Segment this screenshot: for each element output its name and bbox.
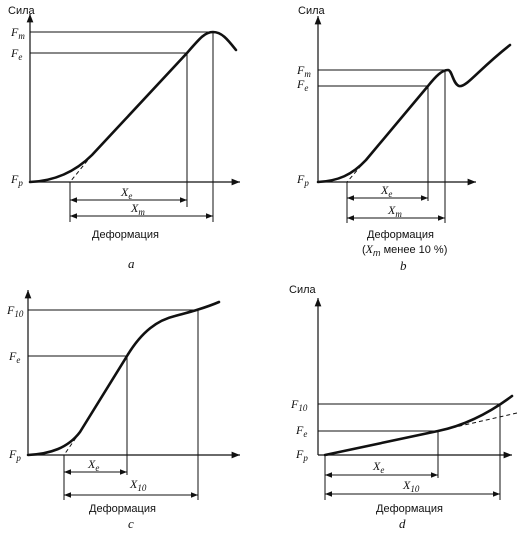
panel-b-note: (Xm менее 10 %) [362,242,447,258]
panel-c-x10-label: X10 [129,477,147,493]
panel-d-xe-label: Xe [372,459,384,475]
panel-d-x10-label: X10 [402,478,420,494]
panel-c: F10 Fe Fp Xe X10 Деформация c [6,290,240,531]
panel-c-xe-label: Xe [87,457,99,473]
panel-a-extrapolation [69,154,93,183]
panel-b-fm-label: Fm [296,63,311,79]
panel-a-xe-label: Xe [120,185,132,201]
panel-a: Сила Fm Fe Fp Xe Xm Деформация a [8,5,240,271]
panel-a-fp-label: Fp [10,172,23,188]
panel-d-fp-label: Fp [295,447,308,463]
panel-c-fe-label: Fe [8,349,20,365]
panel-d-y-axis-label: Сила [289,284,317,296]
panel-d-fe-label: Fe [295,423,307,439]
panel-c-f10-label: F10 [6,303,24,319]
panel-a-fm-label: Fm [10,25,25,41]
panel-d: Сила F10 Fe Fp Xe X10 Деформация d [289,284,518,531]
panel-a-curve [28,30,238,184]
panel-a-x-axis-label: Деформация [92,229,159,241]
panel-b-xe-label: Xe [380,183,392,199]
panel-d-curve [323,394,514,457]
panel-b-xm-label: Xm [387,203,402,219]
panel-b-curve [316,43,512,184]
panel-d-x-axis-label: Деформация [376,503,443,515]
panel-d-f10-label: F10 [290,397,308,413]
panel-b-fp-label: Fp [296,172,309,188]
panel-a-fe-label: Fe [10,46,22,62]
panel-c-curve [26,300,221,457]
panel-b-x-axis-label: Деформация [367,229,434,241]
panel-a-caption: a [128,256,135,271]
panel-c-extrapolation [63,431,81,456]
panel-c-x-axis-label: Деформация [89,503,156,515]
panel-c-caption: c [128,516,134,531]
panel-d-caption: d [399,516,406,531]
panel-c-fp-label: Fp [8,447,21,463]
panel-b-caption: b [400,258,407,273]
panel-a-y-axis-label: Сила [8,5,36,17]
panel-a-xm-label: Xm [130,201,145,217]
panel-b-extrapolation [346,159,367,183]
panel-b-y-axis-label: Сила [298,5,326,17]
panel-b: Сила Fm Fe Fp Xe Xm Деформация (Xm менее… [296,5,512,273]
panel-b-fe-label: Fe [296,77,308,93]
